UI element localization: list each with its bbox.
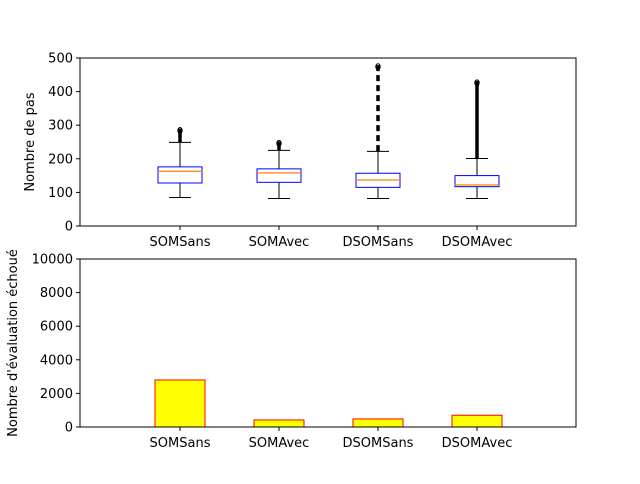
outlier-point <box>474 79 480 87</box>
y-tick-label: 0 <box>65 220 73 235</box>
outlier-point <box>177 127 183 135</box>
x-tick-label: DSOMAvec <box>442 436 513 451</box>
y-tick-label: 8000 <box>40 286 73 301</box>
box <box>157 166 203 184</box>
x-tick-label: DSOMSans <box>343 235 414 250</box>
y-tick-label: 2000 <box>40 387 73 402</box>
x-tick-label: SOMSans <box>150 436 211 451</box>
bar <box>352 418 404 428</box>
bar-panel: 0 2000 4000 6000 8000 10000 SOMSans SOMAvec DSOM… <box>6 249 577 451</box>
outlier-point <box>375 63 381 71</box>
x-tick-label: SOMSans <box>150 235 211 250</box>
y-tick-label: 300 <box>48 119 73 134</box>
bar <box>451 414 503 428</box>
x-tick-label: SOMAvec <box>249 436 310 451</box>
x-tick-label: DSOMSans <box>343 436 414 451</box>
bar <box>154 379 206 428</box>
y-tick-label: 10000 <box>32 253 73 268</box>
boxplot-panel: 0 100 200 300 400 500 SOMSans SOMAvec DSOMSans DS… <box>23 52 577 250</box>
axes-frame <box>79 258 577 428</box>
y-axis-label: Nombre d'évaluation échoué <box>6 249 21 437</box>
y-tick-label: 500 <box>48 52 73 67</box>
y-tick-label: 100 <box>48 186 73 201</box>
x-tick-label: DSOMAvec <box>442 235 513 250</box>
box <box>256 168 302 183</box>
y-tick-label: 200 <box>48 152 73 167</box>
box <box>454 175 500 188</box>
y-tick-label: 4000 <box>40 353 73 368</box>
y-tick-label: 400 <box>48 85 73 100</box>
y-tick-label: 6000 <box>40 320 73 335</box>
outlier-point <box>276 139 282 147</box>
x-tick-label: SOMAvec <box>249 235 310 250</box>
bar <box>253 419 305 428</box>
y-axis-label: Nombre de pas <box>23 92 38 191</box>
y-tick-label: 0 <box>65 421 73 436</box>
axes-frame <box>79 57 577 227</box>
